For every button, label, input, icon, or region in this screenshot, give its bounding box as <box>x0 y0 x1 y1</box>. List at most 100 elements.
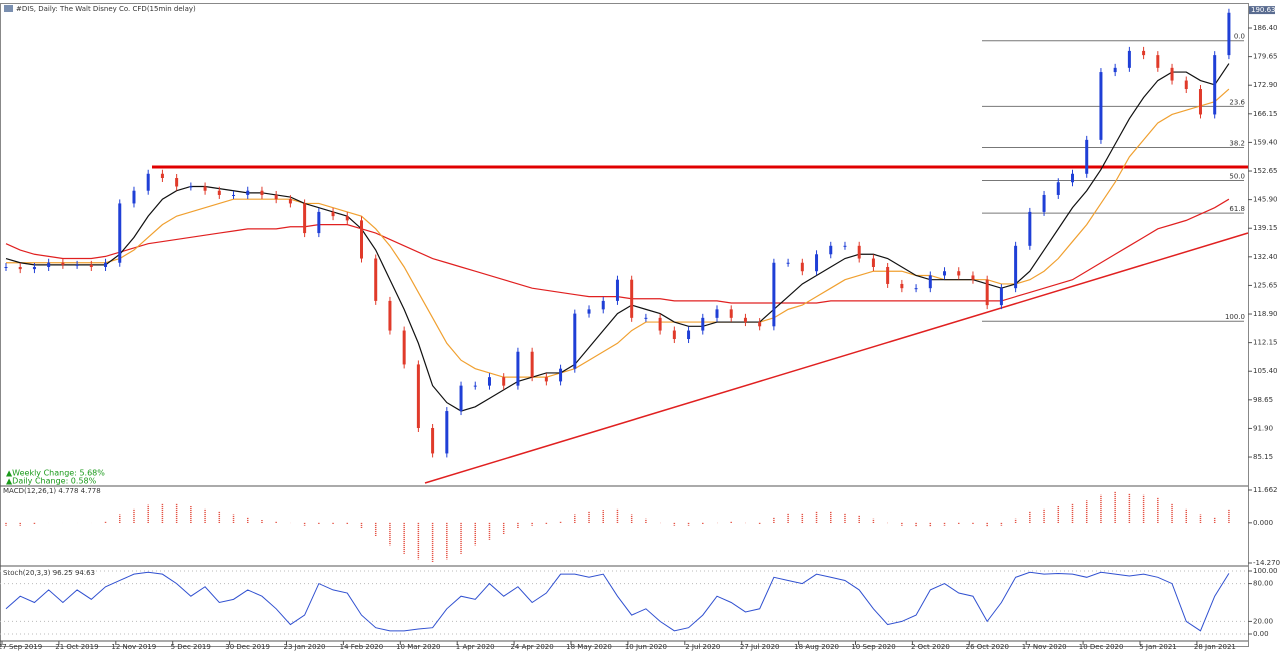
candle <box>758 322 762 327</box>
fib-label: 38.2 <box>1229 140 1245 148</box>
candle <box>957 271 961 276</box>
candle <box>544 377 548 382</box>
candle <box>914 288 918 290</box>
candle <box>743 317 747 323</box>
candle <box>985 279 989 306</box>
y-tick-label: 0.00 <box>1253 630 1269 638</box>
daily-change: ▲Daily Change: 0.58% <box>6 477 97 486</box>
fib-label: 100.0 <box>1225 313 1245 321</box>
trend-line <box>424 232 1249 484</box>
y-tick-label: 152.65 <box>1253 167 1278 175</box>
candle <box>1099 72 1103 140</box>
y-tick-label: 0.000 <box>1253 519 1273 527</box>
candle <box>559 368 563 382</box>
candle <box>502 377 506 386</box>
candle <box>530 351 534 378</box>
y-tick-label: 80.00 <box>1253 580 1273 588</box>
candle <box>943 271 947 276</box>
x-tick-label: 10 Dec 2020 <box>1079 643 1124 651</box>
candle <box>132 190 136 204</box>
candle <box>32 266 36 270</box>
candle <box>843 245 847 247</box>
candle <box>971 275 975 280</box>
candle <box>473 385 477 387</box>
candle <box>175 178 179 187</box>
candle <box>658 317 662 331</box>
candle <box>644 317 648 319</box>
candle <box>1184 80 1188 90</box>
y-tick-label: 186.40 <box>1253 24 1278 32</box>
candle <box>1014 245 1018 289</box>
candle <box>857 245 861 259</box>
candle <box>772 262 776 327</box>
x-tick-label: 21 Oct 2019 <box>55 643 98 651</box>
candle <box>1170 67 1174 81</box>
icon <box>4 5 13 12</box>
fib-label: 23.6 <box>1229 98 1245 106</box>
y-tick-label: 112.15 <box>1253 339 1278 347</box>
y-tick-label: 139.15 <box>1253 224 1278 232</box>
candle <box>601 300 605 310</box>
candle <box>303 203 307 234</box>
y-tick-label: 85.15 <box>1253 453 1273 461</box>
candle <box>1113 67 1117 73</box>
candle <box>615 279 619 301</box>
y-tick-label: 179.65 <box>1253 53 1278 61</box>
x-tick-label: 5 Dec 2019 <box>171 643 211 651</box>
x-tick-label: 14 Feb 2020 <box>340 643 384 651</box>
x-tick-label: 26 Oct 2020 <box>966 643 1009 651</box>
frame <box>0 3 1249 647</box>
candle <box>459 385 463 412</box>
candle <box>374 258 378 301</box>
x-tick-label: 27 Sep 2019 <box>0 643 42 651</box>
candle <box>1127 50 1131 68</box>
candle <box>871 258 875 267</box>
candle <box>829 245 833 255</box>
y-tick-label: 91.90 <box>1253 424 1273 432</box>
x-tick-label: 10 Jun 2020 <box>625 643 667 651</box>
candle <box>786 262 790 264</box>
candle <box>516 351 520 386</box>
candle <box>630 279 634 318</box>
candle <box>1227 12 1231 56</box>
y-tick-label: 159.40 <box>1253 138 1278 146</box>
y-tick-label: 145.90 <box>1253 196 1278 204</box>
candle <box>416 364 420 429</box>
fib-label: 0.0 <box>1234 33 1245 41</box>
x-tick-label: 23 Jan 2020 <box>284 643 326 651</box>
candle <box>701 317 705 331</box>
x-tick-label: 17 Nov 2020 <box>1022 643 1067 651</box>
candle <box>587 309 591 314</box>
candle <box>345 216 349 221</box>
candle <box>1085 139 1089 174</box>
x-tick-label: 24 Apr 2020 <box>510 643 553 651</box>
candle <box>1142 50 1146 56</box>
candle <box>118 203 122 263</box>
candle <box>672 330 676 340</box>
y-tick-label: 98.65 <box>1253 396 1273 404</box>
candle <box>900 283 904 289</box>
stoch-line <box>5 571 1230 632</box>
candle <box>217 190 221 195</box>
x-tick-label: 2 Jul 2020 <box>685 643 720 651</box>
candle <box>815 254 819 272</box>
price-tag-label: 190.63 <box>1251 6 1276 14</box>
candle <box>1028 211 1032 246</box>
candle <box>89 264 93 267</box>
candle <box>573 313 577 369</box>
candle <box>18 266 22 270</box>
candle <box>487 377 491 386</box>
candle <box>4 266 8 268</box>
candle <box>388 300 392 331</box>
x-tick-label: 5 Jan 2021 <box>1139 643 1177 651</box>
fib-label: 61.8 <box>1229 205 1245 213</box>
x-tick-label: 1 Apr 2020 <box>456 643 495 651</box>
candle <box>402 330 406 365</box>
candle <box>1156 55 1160 68</box>
x-tick-label: 28 Jan 2021 <box>1194 643 1236 651</box>
y-tick-label: 132.40 <box>1253 253 1278 261</box>
candle <box>260 190 264 195</box>
y-tick-label: 20.00 <box>1253 617 1273 625</box>
chart-title: #DIS, Daily: The Walt Disney Co. CFD(15m… <box>16 5 196 13</box>
